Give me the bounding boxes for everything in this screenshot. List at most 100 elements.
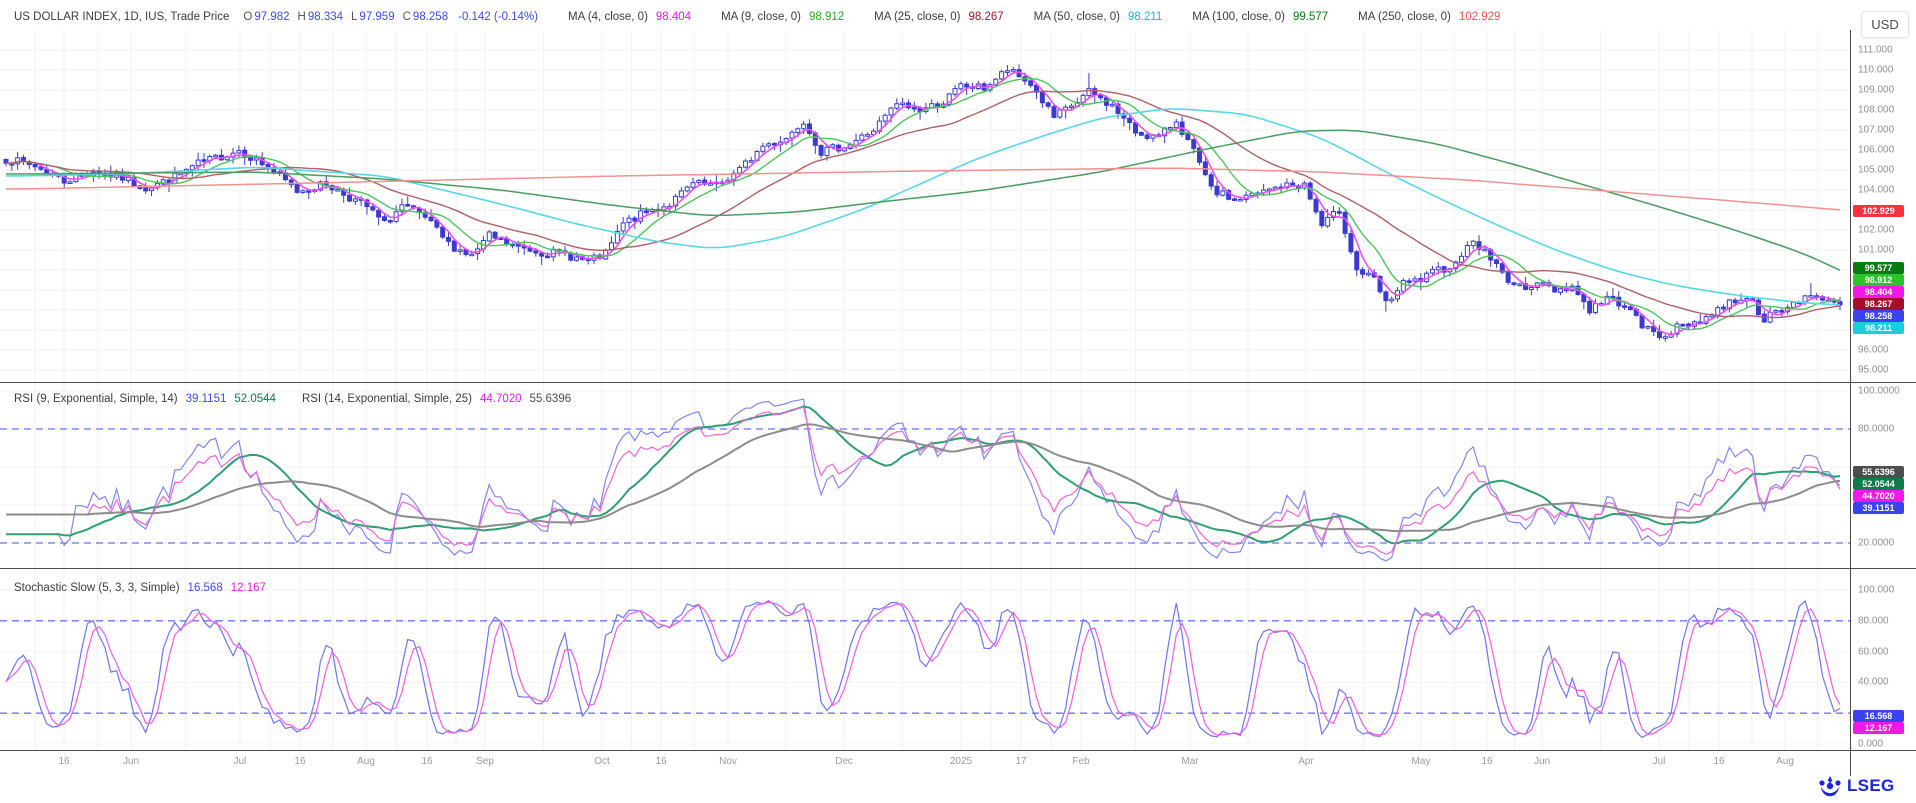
legend-token[interactable]: 98.267	[968, 11, 1004, 23]
time-axis-label: 17	[1015, 756, 1027, 767]
axis-tick-label: 108.000	[1858, 104, 1895, 116]
rsi-series	[6, 398, 1841, 562]
price-badge: 52.0544	[1853, 478, 1904, 491]
legend-token[interactable]: MA (100, close, 0)	[1192, 11, 1285, 23]
axis-tick-label: 104.000	[1858, 184, 1895, 196]
legend-token[interactable]: H	[297, 11, 306, 23]
legend-token[interactable]: MA (250, close, 0)	[1358, 11, 1451, 23]
legend-token[interactable]: 98.258	[412, 11, 449, 23]
rsi-line	[6, 398, 1841, 562]
main-chart-legend: US DOLLAR INDEX, 1D, IUS, Trade Price O 97…	[14, 7, 1500, 25]
price-badge: 12.167	[1853, 721, 1904, 734]
legend-token[interactable]: 44.7020	[479, 393, 522, 405]
time-axis-label: Jun	[122, 756, 140, 767]
axis-tick-label: 100.000	[1858, 584, 1895, 596]
price-badge: 98.912	[1853, 273, 1904, 286]
axis-tick-label: 100.0000	[1858, 385, 1900, 397]
time-axis-label: Jul	[1652, 756, 1666, 767]
time-axis-label: Aug	[1776, 756, 1794, 767]
time-axis-label: 16	[655, 756, 667, 767]
time-axis-label: Dec	[835, 756, 853, 767]
stochastic-series	[5, 599, 1841, 739]
currency-label: USD	[1861, 11, 1909, 38]
legend-token[interactable]: 98.404	[655, 11, 692, 23]
legend-token[interactable]: 12.167	[230, 582, 266, 594]
axis-tick-label: 80.0000	[1858, 423, 1895, 435]
time-axis-label: 16	[1713, 756, 1725, 767]
stochastic-legend: Stochastic Slow (5, 3, 3, Simple) 16.568 1…	[14, 578, 266, 596]
price-badge: 16.568	[1853, 709, 1904, 722]
axis-tick-label: 110.000	[1858, 64, 1894, 76]
price-badge: 102.929	[1853, 205, 1904, 218]
legend-token[interactable]: MA (25, close, 0)	[874, 11, 961, 23]
axis-tick-label: 102.000	[1858, 224, 1895, 236]
legend-token[interactable]: -0.142 (-0.14%)	[458, 11, 539, 23]
price-badge: 44.7020	[1853, 490, 1904, 503]
legend-token[interactable]: 97.982	[254, 11, 290, 23]
legend-token[interactable]: Stochastic Slow (5, 3, 3, Simple)	[14, 582, 180, 594]
axis-tick-label: 80.000	[1858, 615, 1889, 627]
time-axis-label: 2025	[949, 756, 973, 767]
rsi-line	[6, 405, 1841, 545]
legend-token[interactable]: 98.211	[1127, 11, 1163, 23]
panel-frame	[0, 30, 1916, 776]
legend-token[interactable]: L	[351, 11, 358, 23]
time-axis-label: May	[1411, 756, 1431, 767]
stoch-d-line	[5, 601, 1841, 736]
legend-token[interactable]: 52.0544	[234, 393, 276, 405]
rsi-legend: RSI (9, Exponential, Simple, 14) 39.1151 5…	[14, 389, 571, 407]
legend-token[interactable]: MA (4, close, 0)	[568, 11, 648, 23]
legend-token[interactable]: US DOLLAR INDEX, 1D, IUS, Trade Price	[14, 11, 230, 23]
legend-token[interactable]: C	[402, 11, 411, 23]
price-badge: 98.404	[1853, 285, 1904, 298]
time-axis-label: Nov	[719, 756, 737, 767]
legend-token[interactable]: RSI (9, Exponential, Simple, 14)	[14, 393, 178, 405]
rsi-line	[6, 406, 1841, 555]
lseg-logo-text: LSEG	[1847, 776, 1895, 795]
legend-token[interactable]: 98.334	[307, 11, 344, 23]
stoch-k-line	[5, 599, 1841, 739]
time-axis-label: 16	[58, 756, 70, 767]
price-badge: 99.577	[1853, 261, 1904, 274]
legend-token[interactable]: O	[243, 11, 253, 23]
time-axis-label: Feb	[1072, 756, 1090, 767]
legend-token[interactable]: 99.577	[1292, 11, 1329, 23]
axis-tick-label: 109.000	[1858, 84, 1895, 96]
price-badge: 55.6396	[1853, 466, 1904, 479]
lseg-emblem-icon	[1818, 775, 1842, 797]
axis-tick-label: 60.000	[1858, 646, 1889, 658]
axis-tick-label: 105.000	[1858, 164, 1895, 176]
legend-token[interactable]: 16.568	[187, 582, 223, 594]
legend-token[interactable]: 98.912	[808, 11, 845, 23]
ma-line	[5, 71, 1841, 336]
time-axis-label: Jun	[1533, 756, 1551, 767]
ma-line	[5, 108, 1841, 306]
time-axis-label: 16	[294, 756, 306, 767]
axis-tick-label: 96.000	[1858, 344, 1889, 356]
legend-token[interactable]: 55.6396	[529, 393, 572, 405]
time-axis-label: Jul	[233, 756, 247, 767]
axis-tick-label: 95.000	[1858, 364, 1889, 376]
time-axis-label: Apr	[1298, 756, 1314, 767]
legend-token[interactable]: 102.929	[1458, 11, 1501, 23]
grid-lines	[0, 30, 1850, 750]
time-axis-label: Mar	[1181, 756, 1199, 767]
axis-tick-label: 101.000	[1858, 244, 1895, 256]
legend-token[interactable]: MA (50, close, 0)	[1033, 11, 1120, 23]
axis-tick-label: 111.000	[1858, 44, 1893, 56]
legend-token[interactable]: MA (9, close, 0)	[721, 11, 801, 23]
time-axis-label: 16	[421, 756, 433, 767]
axis-tick-label: 40.000	[1858, 676, 1889, 688]
price-badge: 98.267	[1853, 297, 1904, 310]
legend-token[interactable]: 39.1151	[185, 393, 227, 405]
candlestick-series	[3, 64, 1843, 342]
moving-average-lines	[5, 71, 1841, 336]
ma-line	[6, 129, 1841, 271]
legend-token[interactable]: 97.959	[359, 11, 395, 23]
price-badge: 39.1151	[1853, 502, 1904, 515]
axis-tick-label: 107.000	[1858, 124, 1895, 136]
time-axis-label: 16	[1481, 756, 1493, 767]
legend-token[interactable]: RSI (14, Exponential, Simple, 25)	[301, 393, 472, 405]
ma-line	[5, 77, 1841, 331]
